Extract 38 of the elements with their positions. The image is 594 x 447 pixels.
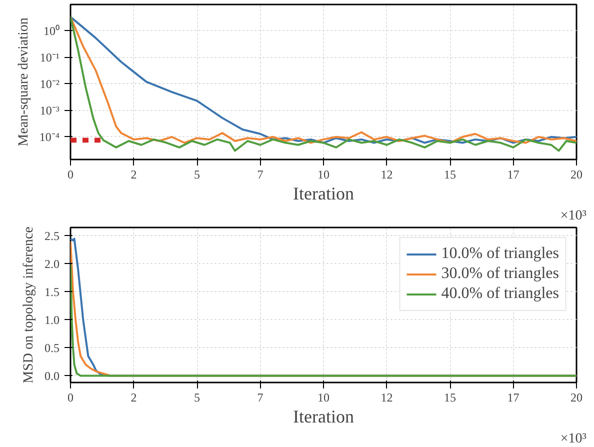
- y-tick-label: 1.0: [44, 312, 60, 327]
- x-tick-label: 0: [68, 168, 74, 182]
- y-tick-label: 1.5: [44, 284, 60, 299]
- x-tick-label: 5: [194, 390, 200, 404]
- text: ×10³: [560, 208, 586, 224]
- x-tick-label: 7: [257, 390, 264, 404]
- legend-label: 10.0% of triangles: [441, 245, 559, 263]
- x-tick-label: 20: [570, 390, 582, 404]
- x-tick-label: 17: [507, 390, 520, 404]
- y-tick-label: 0.5: [44, 340, 60, 355]
- x-tick-label: 2: [130, 390, 137, 404]
- x-tick-label: 10: [318, 390, 330, 404]
- x-tick-label: 10: [318, 168, 330, 182]
- y-tick-label: 10⁻³: [40, 103, 60, 118]
- x-tick-label: 20: [570, 168, 582, 182]
- x-tick-label: 15: [444, 390, 456, 404]
- y-tick-label: 2.5: [44, 228, 60, 243]
- y-tick-label: 10⁰: [44, 24, 60, 38]
- x-tick-label: 12: [380, 168, 393, 182]
- x-tick-label: 15: [444, 168, 456, 182]
- x-tick-label: 5: [194, 168, 200, 182]
- x-tick-label: 17: [507, 168, 520, 182]
- legend-label: 30.0% of triangles: [441, 265, 559, 283]
- y-tick-label: 10⁻⁴: [39, 130, 60, 144]
- y-tick-label: 2.0: [44, 256, 60, 271]
- y-tick-label: 10⁻²: [40, 76, 60, 91]
- legend-label: 40.0% of triangles: [441, 285, 559, 303]
- x-axis-title: Iteration: [293, 184, 354, 204]
- x-tick-label: 0: [68, 390, 74, 404]
- x-tick-label: 7: [257, 168, 264, 182]
- y-tick-label: 10⁻¹: [40, 50, 60, 64]
- y-tick-label: 0.0: [44, 368, 60, 383]
- x-axis-title: Iteration: [293, 406, 354, 426]
- x-tick-label: 12: [380, 390, 393, 404]
- text: ×10³: [560, 432, 586, 446]
- x-tick-label: 2: [130, 168, 137, 182]
- y-axis-title: Mean-square deviation: [16, 18, 32, 146]
- y-axis-title: MSD on topology inference: [22, 226, 36, 384]
